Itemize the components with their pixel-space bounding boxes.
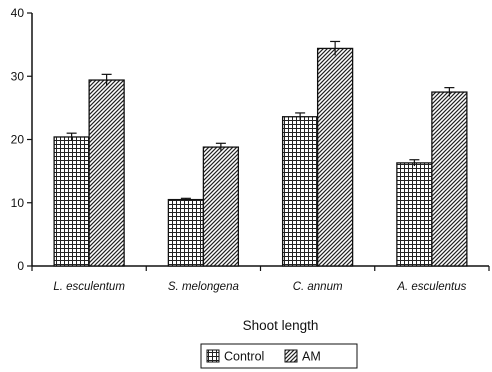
bar-control-1 bbox=[167, 198, 205, 267]
bar-control-0 bbox=[53, 136, 90, 267]
y-tick-label: 20 bbox=[11, 133, 25, 147]
x-tick-label: L. esculentum bbox=[53, 281, 125, 293]
y-axis: 0 10 20 30 40 bbox=[11, 6, 33, 273]
legend-label-am: AM bbox=[302, 350, 321, 364]
bar-am-1 bbox=[202, 146, 240, 267]
bar-am-3 bbox=[431, 91, 468, 267]
legend-label-control: Control bbox=[224, 350, 264, 364]
x-axis: L. esculentum S. melongena C. annum A. escu… bbox=[31, 265, 490, 293]
bar-am-2 bbox=[316, 47, 354, 267]
legend: Control AM bbox=[200, 343, 358, 369]
bar-control-2 bbox=[281, 116, 319, 267]
y-tick-label: 10 bbox=[11, 196, 25, 210]
bar-control-3 bbox=[396, 162, 433, 267]
x-tick-label: S. melongena bbox=[168, 281, 239, 293]
legend-swatch-control bbox=[206, 349, 220, 363]
x-tick-label: C. annum bbox=[293, 281, 343, 293]
bar-am-0 bbox=[88, 79, 125, 267]
y-tick-label: 30 bbox=[11, 69, 25, 83]
y-tick-label: 40 bbox=[11, 6, 25, 20]
x-axis-title: Shoot length bbox=[243, 318, 319, 333]
legend-swatch-am bbox=[284, 349, 298, 363]
bars bbox=[53, 40, 468, 267]
y-tick-label: 0 bbox=[17, 259, 24, 273]
legend-box bbox=[200, 343, 358, 369]
x-tick-label: A. esculentus bbox=[396, 281, 466, 293]
